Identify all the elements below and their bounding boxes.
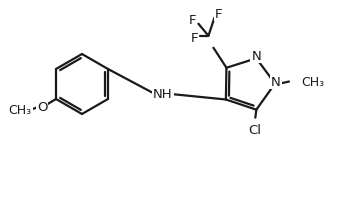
Text: N: N [251, 49, 261, 62]
Text: N: N [271, 76, 281, 89]
Text: F: F [215, 8, 222, 21]
Text: F: F [189, 14, 196, 27]
Text: F: F [191, 32, 198, 45]
Text: CH₃: CH₃ [301, 76, 324, 89]
Text: NH: NH [153, 88, 173, 101]
Text: Cl: Cl [248, 124, 261, 137]
Text: CH₃: CH₃ [8, 104, 31, 117]
Text: O: O [37, 101, 47, 114]
